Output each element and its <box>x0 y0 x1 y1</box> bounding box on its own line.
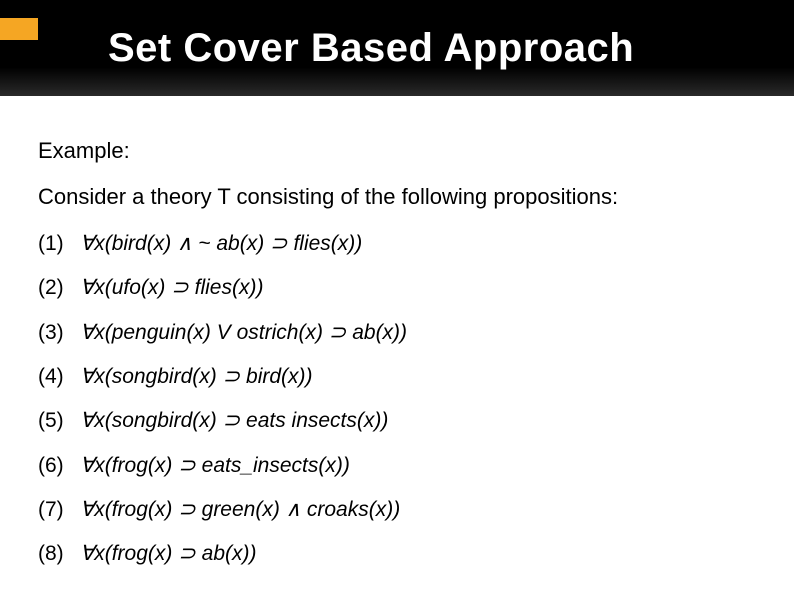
intro-text: Consider a theory T consisting of the fo… <box>38 184 756 210</box>
prop-formula: ∀x(songbird(x) ⊃ eats insects(x)) <box>80 409 389 432</box>
slide-header: Set Cover Based Approach <box>0 0 794 96</box>
prop-formula: ∀x(bird(x) ∧ ~ ab(x) ⊃ flies(x)) <box>80 232 362 255</box>
accent-bar <box>0 18 38 40</box>
proposition-8: (8) ∀x(frog(x) ⊃ ab(x)) <box>38 540 756 568</box>
proposition-1: (1) ∀x(bird(x) ∧ ~ ab(x) ⊃ flies(x)) <box>38 230 756 258</box>
prop-num: (6) <box>38 452 74 480</box>
prop-formula: ∀x(songbird(x) ⊃ bird(x)) <box>80 365 313 388</box>
prop-num: (8) <box>38 540 74 568</box>
prop-formula: ∀x(penguin(x) V ostrich(x) ⊃ ab(x)) <box>80 321 407 344</box>
example-label: Example: <box>38 138 756 164</box>
proposition-7: (7) ∀x(frog(x) ⊃ green(x) ∧ croaks(x)) <box>38 496 756 524</box>
prop-formula: ∀x(ufo(x) ⊃ flies(x)) <box>80 276 264 299</box>
proposition-6: (6) ∀x(frog(x) ⊃ eats_insects(x)) <box>38 452 756 480</box>
prop-num: (5) <box>38 407 74 435</box>
prop-num: (1) <box>38 230 74 258</box>
proposition-3: (3) ∀x(penguin(x) V ostrich(x) ⊃ ab(x)) <box>38 319 756 347</box>
prop-num: (3) <box>38 319 74 347</box>
prop-num: (7) <box>38 496 74 524</box>
prop-formula: ∀x(frog(x) ⊃ eats_insects(x)) <box>80 454 350 477</box>
proposition-2: (2) ∀x(ufo(x) ⊃ flies(x)) <box>38 274 756 302</box>
prop-num: (4) <box>38 363 74 391</box>
prop-formula: ∀x(frog(x) ⊃ green(x) ∧ croaks(x)) <box>80 498 400 521</box>
prop-formula: ∀x(frog(x) ⊃ ab(x)) <box>80 542 257 565</box>
proposition-5: (5) ∀x(songbird(x) ⊃ eats insects(x)) <box>38 407 756 435</box>
slide-title: Set Cover Based Approach <box>108 26 634 71</box>
prop-num: (2) <box>38 274 74 302</box>
proposition-4: (4) ∀x(songbird(x) ⊃ bird(x)) <box>38 363 756 391</box>
slide-content: Example: Consider a theory T consisting … <box>0 96 794 569</box>
